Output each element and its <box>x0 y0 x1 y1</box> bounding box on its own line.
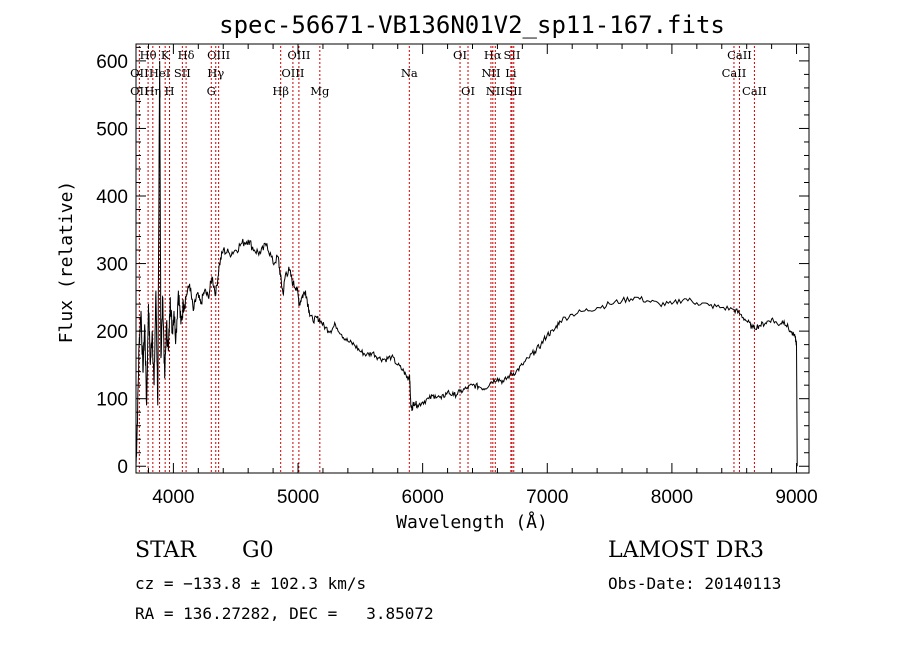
spectrum-series-line <box>135 60 798 467</box>
line-label: Na <box>401 66 418 80</box>
plot-frame <box>135 43 810 474</box>
line-label: Hθ <box>140 48 157 62</box>
line-label: NII <box>481 66 500 80</box>
line-label: SII <box>505 84 522 98</box>
line-label: OIII <box>281 66 304 80</box>
line-label: CaII <box>722 66 747 80</box>
line-label: K <box>161 48 170 62</box>
y-axis-label: Flux (relative) <box>56 181 77 344</box>
obs-date-line: Obs-Date: 20140113 <box>608 574 782 593</box>
x-tick-label: 4000 <box>152 487 194 508</box>
y-tick-label: 600 <box>96 52 128 73</box>
y-tick-label: 200 <box>96 322 128 343</box>
y-tick-label: 400 <box>96 187 128 208</box>
y-axis: 0 100 200 300 400 500 600 <box>96 46 809 478</box>
line-label: SII <box>174 66 191 80</box>
x-axis: 4000 5000 6000 7000 8000 9000 <box>147 44 818 508</box>
line-label: G <box>207 84 216 98</box>
y-tick-label: 0 <box>117 457 128 478</box>
line-label: OII <box>130 84 149 98</box>
line-label: Li <box>505 66 517 80</box>
line-label: OIII <box>287 48 310 62</box>
line-label: H <box>165 84 175 98</box>
chart-title: spec-56671-VB136N01V2_sp11-167.fits <box>219 11 725 39</box>
line-label: Hβ <box>272 84 289 98</box>
line-label: Hδ <box>178 48 195 62</box>
line-label: Hγ <box>207 66 224 80</box>
line-label: OI <box>461 84 475 98</box>
line-label: CaII <box>742 84 767 98</box>
line-label: OIII <box>207 48 230 62</box>
redshift-line: cz = −133.8 ± 102.3 km/s <box>135 574 367 593</box>
subclass-label: G0 <box>242 538 274 563</box>
line-label: Mg <box>310 84 330 98</box>
y-tick-label: 500 <box>96 119 128 140</box>
x-tick-label: 8000 <box>651 487 693 508</box>
line-label: SII <box>504 48 521 62</box>
line-label: CaII <box>727 48 752 62</box>
line-label: OII <box>130 66 149 80</box>
line-label: Hα <box>484 48 502 62</box>
radec-line: RA = 136.27282, DEC = 3.85072 <box>135 604 434 623</box>
x-tick-label: 7000 <box>526 487 568 508</box>
x-tick-label: 6000 <box>402 487 444 508</box>
line-label: OI <box>453 48 467 62</box>
x-tick-label: 9000 <box>775 487 817 508</box>
class-label: STAR <box>135 538 196 563</box>
line-label: NII <box>486 84 505 98</box>
survey-label: LAMOST DR3 <box>608 538 764 563</box>
x-tick-label: 5000 <box>277 487 319 508</box>
x-axis-label: Wavelength (Å) <box>396 511 548 533</box>
y-tick-label: 100 <box>96 390 128 411</box>
line-label: Hη <box>144 84 161 98</box>
y-tick-label: 300 <box>96 255 128 276</box>
